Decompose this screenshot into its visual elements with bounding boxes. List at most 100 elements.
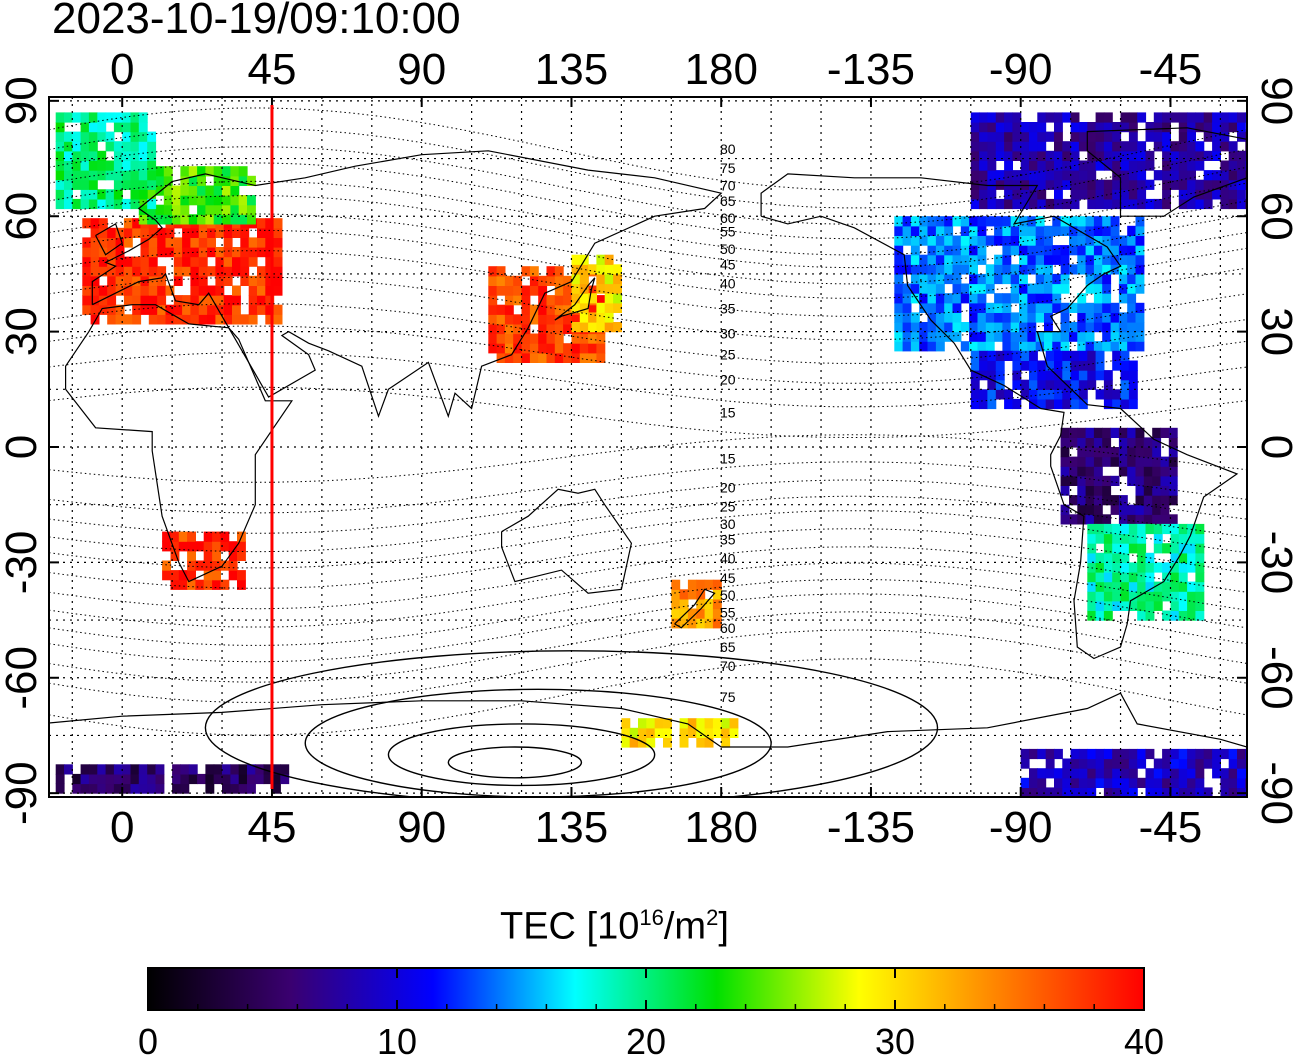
- tec-cell: [1112, 198, 1122, 210]
- tec-cell: [1112, 398, 1122, 410]
- tec-cell: [596, 343, 606, 354]
- tec-cell: [894, 245, 904, 256]
- tec-cell: [1187, 189, 1196, 200]
- tec-cell: [496, 343, 506, 354]
- coastline-5: [95, 223, 123, 256]
- tec-cell: [1060, 331, 1070, 342]
- tec-cell: [228, 550, 238, 561]
- tec-cell: [1087, 581, 1097, 592]
- tec-cell: [155, 214, 165, 225]
- tec-cell: [1228, 758, 1238, 769]
- tec-cell: [197, 204, 206, 215]
- tec-cell: [1143, 437, 1153, 448]
- tec-cell: [97, 122, 107, 133]
- tec-cell: [1019, 216, 1028, 227]
- tec-cell: [987, 370, 997, 381]
- tec-cell: [596, 302, 606, 313]
- tec-cell: [82, 266, 92, 277]
- tec-cell: [1228, 112, 1238, 123]
- tec-cell: [1078, 131, 1088, 142]
- tec-cell: [1002, 254, 1012, 265]
- tec-cell: [1187, 122, 1196, 133]
- tec-cell: [894, 322, 904, 333]
- tec-cell: [1093, 264, 1103, 275]
- tec-cell: [571, 264, 581, 275]
- tec-cell: [138, 170, 148, 181]
- tec-cell: [188, 175, 198, 186]
- tec-cell: [1010, 341, 1020, 352]
- tec-cell: [1054, 150, 1063, 161]
- tec-cell: [222, 764, 231, 775]
- tec-cell: [1187, 141, 1196, 152]
- tec-cell: [696, 718, 706, 729]
- tec-cell: [222, 195, 231, 206]
- tec-cell: [1054, 160, 1063, 171]
- tec-cell: [1102, 485, 1112, 496]
- tec-cell: [1078, 141, 1088, 152]
- tec-cell: [1027, 312, 1037, 323]
- tec-cell: [215, 314, 225, 325]
- tec-cell: [919, 225, 929, 236]
- tec-cell: [902, 216, 912, 227]
- tec-cell: [894, 283, 904, 294]
- tec-cell: [977, 312, 987, 323]
- tec-cell: [232, 247, 241, 258]
- y-tick-label-right: 0: [1252, 435, 1294, 459]
- tec-cell: [98, 237, 108, 248]
- tec-cell: [1137, 523, 1147, 535]
- tec-cell: [230, 195, 240, 206]
- tec-cell: [1012, 122, 1022, 133]
- tec-cell: [1112, 543, 1122, 554]
- tec-cell: [1127, 427, 1137, 438]
- tec-cell: [97, 764, 107, 775]
- tec-cell: [1093, 495, 1103, 506]
- tec-cell: [182, 295, 191, 306]
- tec-cell: [1077, 254, 1087, 265]
- tec-cell: [979, 170, 988, 181]
- tec-cell: [1070, 170, 1080, 181]
- tec-cell: [621, 737, 631, 748]
- tec-cell: [1120, 379, 1130, 390]
- tec-cell: [563, 285, 572, 296]
- tec-cell: [712, 727, 722, 738]
- tec-cell: [130, 170, 140, 181]
- tec-cell: [80, 773, 90, 785]
- coastline-6: [760, 173, 1239, 660]
- tec-cell: [1195, 787, 1205, 797]
- tec-cell: [1010, 225, 1020, 236]
- tec-cell: [944, 254, 954, 265]
- tec-cell: [960, 322, 970, 333]
- tec-cell: [1195, 600, 1205, 611]
- tec-cell: [147, 204, 157, 215]
- tec-cell: [72, 160, 82, 171]
- tec-cell: [521, 333, 531, 344]
- tec-cell: [1145, 562, 1155, 573]
- tec-cell: [1078, 160, 1088, 171]
- tec-cell: [155, 175, 165, 186]
- tec-cell: [132, 256, 142, 267]
- tec-region-europe: [82, 218, 283, 325]
- tec-cell: [180, 214, 190, 225]
- tec-cell: [257, 247, 266, 258]
- tec-cell: [1195, 758, 1205, 769]
- tec-cell: [687, 589, 697, 600]
- tec-cell: [696, 737, 706, 748]
- tec-cell: [190, 256, 200, 267]
- tec-cell: [272, 764, 281, 775]
- tec-cell: [115, 314, 125, 325]
- tec-cell: [1135, 312, 1145, 323]
- tec-cell: [207, 266, 216, 277]
- tec-cell: [1137, 198, 1147, 210]
- tec-cell: [255, 764, 265, 775]
- tec-cell: [147, 764, 157, 775]
- tec-cell: [994, 254, 1003, 265]
- tec-cell: [704, 598, 714, 610]
- tec-cell: [1228, 150, 1238, 161]
- tec-cell: [1152, 504, 1162, 515]
- tec-cell: [1120, 150, 1130, 161]
- tec-cell: [1095, 189, 1105, 200]
- tec-cell: [1102, 331, 1112, 342]
- tec-cell: [1002, 216, 1012, 227]
- tec-cell: [1062, 360, 1072, 371]
- tec-cell: [248, 285, 258, 296]
